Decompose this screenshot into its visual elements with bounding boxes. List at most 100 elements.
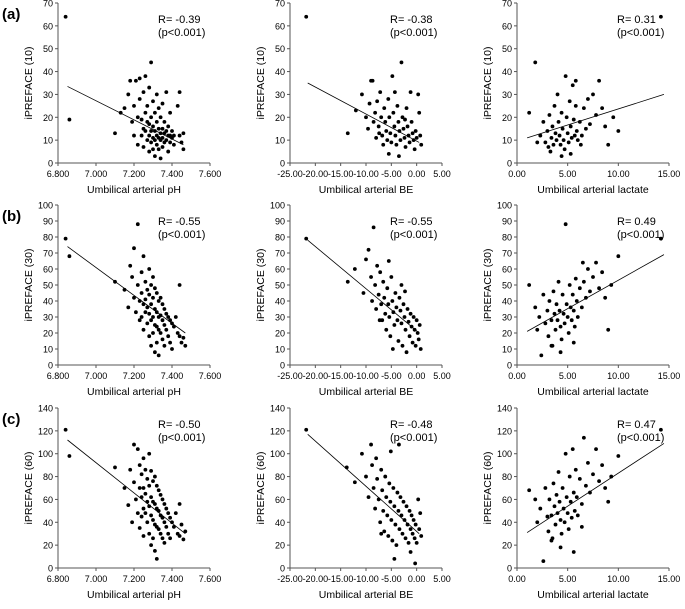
data-point <box>160 515 165 520</box>
x-tick-label: 10.00 <box>607 574 630 584</box>
data-point <box>366 247 371 252</box>
y-tick-label: 70 <box>502 0 512 9</box>
data-point <box>603 124 608 129</box>
data-point <box>391 110 396 115</box>
data-point <box>141 327 146 332</box>
y-tick-label: 60 <box>43 21 53 31</box>
p-value-annotation: (p<0.001) <box>158 432 205 444</box>
data-point <box>543 140 548 145</box>
data-point <box>175 103 180 108</box>
data-point <box>149 60 154 65</box>
data-point <box>177 334 182 339</box>
data-point <box>383 119 388 124</box>
data-point <box>398 495 403 500</box>
data-point <box>156 508 161 513</box>
data-point <box>391 486 396 490</box>
data-point <box>344 465 349 470</box>
data-point <box>571 490 576 495</box>
data-point <box>370 299 374 303</box>
data-point <box>149 513 154 518</box>
data-point <box>418 511 423 516</box>
data-point <box>170 129 174 133</box>
data-point <box>379 467 384 472</box>
y-tick-label: 40 <box>502 518 512 528</box>
data-point <box>147 133 152 138</box>
data-point <box>558 545 563 550</box>
data-point <box>141 456 146 461</box>
data-point <box>597 479 601 484</box>
data-point <box>609 474 614 479</box>
data-point <box>160 302 165 307</box>
y-tick-label: 30 <box>275 313 285 323</box>
y-tick-label: 0 <box>507 564 512 574</box>
data-point <box>374 456 379 461</box>
data-point <box>552 504 557 509</box>
data-point <box>179 140 184 145</box>
data-point <box>408 550 413 554</box>
y-tick-label: 20 <box>275 541 285 551</box>
data-point <box>600 106 605 111</box>
trend-line <box>526 254 665 332</box>
data-point <box>141 90 146 95</box>
data-point <box>132 442 136 447</box>
y-axis-title: iPREFACE (60) <box>23 452 35 525</box>
data-point <box>164 138 169 143</box>
data-point <box>304 14 309 19</box>
data-point <box>379 531 384 536</box>
x-tick-label: 7.600 <box>199 169 222 179</box>
data-point <box>403 117 407 122</box>
data-point <box>557 133 562 138</box>
data-point <box>172 133 176 138</box>
data-point <box>397 295 402 300</box>
data-point <box>383 311 388 316</box>
data-point <box>556 470 561 474</box>
data-point <box>145 520 150 525</box>
data-point <box>573 103 578 108</box>
data-point <box>141 145 146 149</box>
y-tick-label: 90 <box>502 217 512 227</box>
data-point <box>160 318 165 323</box>
data-point <box>549 513 554 518</box>
data-point <box>141 534 146 538</box>
data-point <box>122 486 127 490</box>
data-point <box>408 527 413 532</box>
x-tick-label: 7.400 <box>161 574 184 584</box>
data-point <box>594 113 598 117</box>
data-point <box>572 324 577 329</box>
data-point <box>149 543 154 548</box>
data-point <box>584 483 588 488</box>
data-point <box>552 311 557 316</box>
data-point <box>399 283 404 287</box>
data-point <box>139 315 144 319</box>
data-point <box>141 486 146 490</box>
data-point <box>408 90 413 95</box>
data-point <box>573 78 578 83</box>
data-point <box>588 289 592 294</box>
data-point <box>130 119 135 124</box>
data-point <box>401 499 406 504</box>
data-point <box>549 135 554 140</box>
data-point <box>396 119 401 124</box>
data-point <box>380 133 385 138</box>
data-point <box>139 495 144 500</box>
data-point <box>412 536 417 541</box>
data-point <box>135 115 140 120</box>
x-tick-label: 5.00 <box>433 574 451 584</box>
data-point <box>168 515 173 520</box>
scatter-panel-4: 0 10 20 30 40 50 60 70 80 90 100 6.800 7.000 7.200 7.4… <box>23 201 221 399</box>
data-point <box>658 427 663 432</box>
data-point <box>386 302 391 307</box>
y-tick-label: 20 <box>275 329 285 339</box>
scatter-panel-3: 0 10 20 30 40 50 60 70 0.00 5.00 10.00 15.00 Umbilic… <box>482 0 680 196</box>
data-point <box>616 129 621 133</box>
x-tick-label: 15.00 <box>658 574 681 584</box>
x-axis-title: Umbilical arterial BE <box>319 589 414 601</box>
data-point <box>147 85 152 90</box>
data-point <box>378 90 383 95</box>
data-point <box>162 307 167 311</box>
p-value-annotation: (p<0.001) <box>158 27 205 39</box>
data-point <box>558 324 563 329</box>
data-point <box>559 154 564 159</box>
data-point <box>132 133 136 138</box>
data-point <box>385 286 390 291</box>
